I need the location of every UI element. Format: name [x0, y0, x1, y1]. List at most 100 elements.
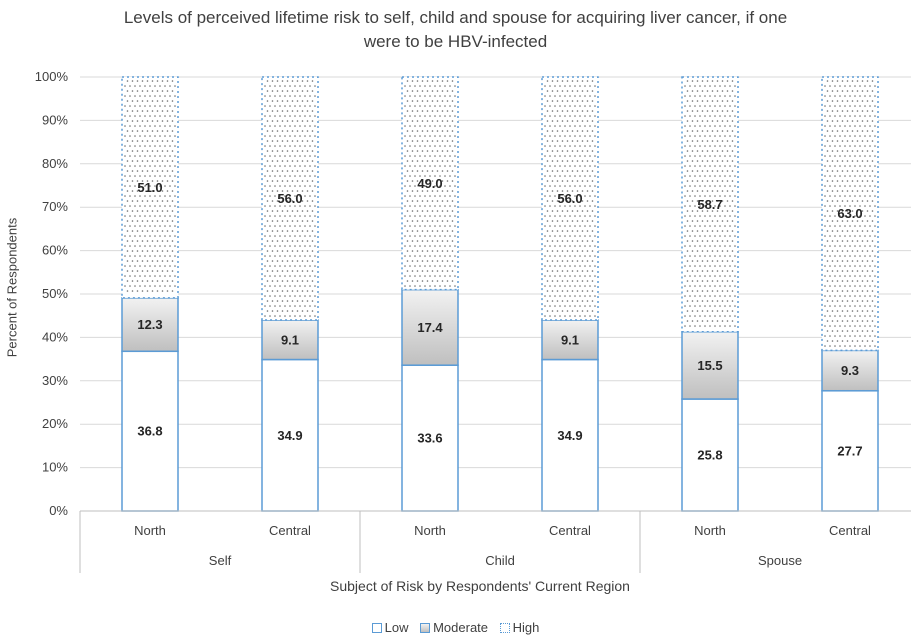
dot	[871, 190, 874, 192]
dot	[151, 240, 154, 242]
dot	[836, 160, 839, 162]
dot	[284, 225, 286, 227]
dot	[414, 95, 416, 97]
dot	[689, 95, 691, 97]
dot	[166, 190, 169, 192]
dot	[561, 150, 564, 152]
dot	[436, 160, 439, 162]
dot	[124, 165, 126, 167]
dot	[564, 245, 566, 247]
dot	[874, 225, 876, 227]
dot	[711, 90, 714, 92]
dot	[716, 280, 719, 282]
dot	[549, 295, 551, 297]
dot	[144, 205, 146, 207]
dot	[309, 155, 311, 157]
dot	[731, 130, 734, 132]
dot	[149, 285, 151, 287]
dot	[269, 235, 271, 237]
dot	[274, 285, 276, 287]
dot	[589, 305, 591, 307]
dot	[444, 225, 446, 227]
dot	[546, 220, 549, 222]
dot	[836, 130, 839, 132]
dot	[691, 90, 694, 92]
dot	[589, 285, 591, 287]
dot	[416, 120, 419, 122]
dot	[544, 245, 546, 247]
dot	[826, 240, 829, 242]
dot	[849, 125, 851, 127]
dot	[171, 170, 174, 172]
dot	[716, 110, 719, 112]
dot	[684, 315, 686, 317]
dot	[126, 80, 129, 82]
dot	[556, 220, 559, 222]
dot	[281, 90, 284, 92]
dot	[859, 335, 861, 337]
dot	[126, 100, 129, 102]
dot	[154, 215, 156, 217]
dot	[849, 315, 851, 317]
dot	[429, 245, 431, 247]
dot	[404, 185, 406, 187]
chart-title-line-1: Levels of perceived lifetime risk to sel…	[123, 8, 788, 27]
dot	[564, 315, 566, 317]
dot	[841, 200, 844, 202]
dot	[411, 270, 414, 272]
dot	[851, 90, 854, 92]
dot	[274, 265, 276, 267]
dot	[861, 90, 864, 92]
dot	[719, 275, 721, 277]
dot	[304, 105, 306, 107]
dot	[721, 280, 724, 282]
dot	[551, 110, 554, 112]
dot	[709, 215, 711, 217]
dot	[571, 270, 574, 272]
dot	[849, 345, 851, 347]
dot	[724, 185, 726, 187]
dot	[439, 165, 441, 167]
dot	[161, 290, 164, 292]
dot	[131, 140, 134, 142]
dot	[696, 80, 699, 82]
dot	[704, 165, 706, 167]
dot	[279, 235, 281, 237]
dot	[146, 290, 149, 292]
dot	[691, 230, 694, 232]
dot	[171, 80, 174, 82]
dot	[426, 120, 429, 122]
dot	[589, 165, 591, 167]
dot	[139, 265, 141, 267]
dot	[836, 290, 839, 292]
dot	[734, 205, 736, 207]
dot	[874, 255, 876, 257]
dot	[406, 280, 409, 282]
dot	[576, 80, 579, 82]
dot	[171, 220, 174, 222]
dot	[559, 295, 561, 297]
dot	[589, 215, 591, 217]
dot	[429, 165, 431, 167]
dot	[561, 170, 564, 172]
dot	[594, 135, 596, 137]
dot	[266, 220, 269, 222]
dot	[274, 145, 276, 147]
dot	[309, 115, 311, 117]
dot	[124, 155, 126, 157]
dot	[166, 210, 169, 212]
dot	[829, 275, 831, 277]
dot	[594, 205, 596, 207]
dot	[554, 225, 556, 227]
dot	[704, 175, 706, 177]
dot	[584, 265, 586, 267]
dot	[126, 130, 129, 132]
dot	[281, 200, 284, 202]
dot	[864, 105, 866, 107]
dot	[411, 90, 414, 92]
dot	[829, 345, 831, 347]
dot	[446, 230, 449, 232]
dot	[709, 225, 711, 227]
dot	[694, 235, 696, 237]
dot	[289, 295, 291, 297]
